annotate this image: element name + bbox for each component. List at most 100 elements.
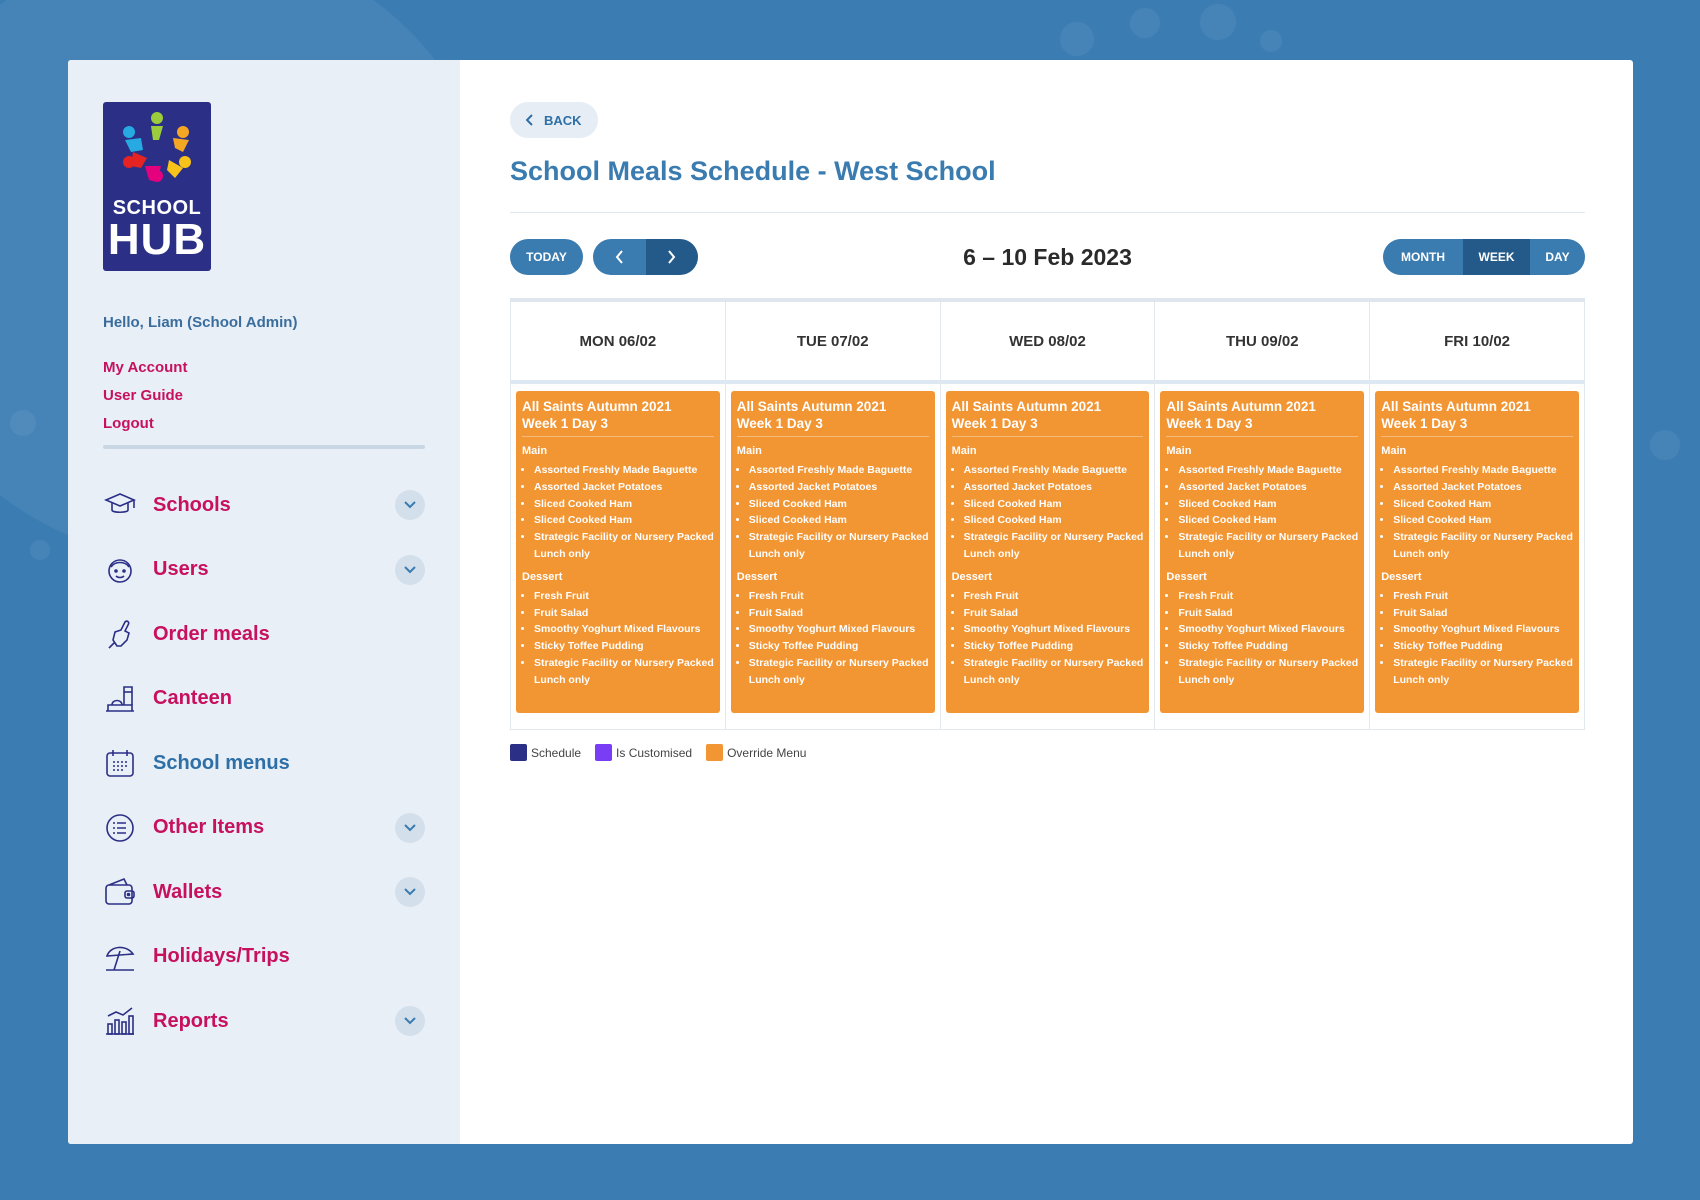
- legend-item: Override Menu: [706, 744, 806, 761]
- list-item: Strategic Facility or Nursery Packed Lun…: [749, 655, 929, 689]
- sidebar-item-school-menus[interactable]: School menus: [103, 731, 425, 796]
- list-item: Assorted Freshly Made Baguette: [964, 462, 1144, 479]
- next-button[interactable]: [645, 239, 698, 275]
- list-item: Assorted Jacket Potatoes: [749, 479, 929, 496]
- event-title: All Saints Autumn 2021 Week 1 Day 3: [1381, 398, 1573, 437]
- menu-event[interactable]: All Saints Autumn 2021 Week 1 Day 3 Main …: [730, 391, 935, 713]
- chevron-down-icon[interactable]: [395, 490, 425, 521]
- list-item: Smoothy Yoghurt Mixed Flavours: [534, 621, 714, 638]
- sidebar-item-other-items[interactable]: Other Items: [103, 796, 425, 861]
- logo-text-hub: HUB: [107, 215, 207, 264]
- prev-button[interactable]: [593, 239, 646, 275]
- sidebar-item-schools[interactable]: Schools: [103, 473, 425, 538]
- day-header: TUE 07/02: [725, 302, 940, 384]
- menu-event[interactable]: All Saints Autumn 2021 Week 1 Day 3 Main …: [516, 391, 720, 713]
- sidebar-item-label: Canteen: [153, 687, 232, 710]
- title-divider: [510, 212, 1585, 213]
- chevron-down-icon[interactable]: [395, 877, 425, 908]
- view-day-button[interactable]: DAY: [1530, 239, 1585, 275]
- hand-pointer-icon: [103, 617, 137, 651]
- sidebar-divider: [103, 445, 425, 449]
- main-nav: Schools Users Order meals Can: [103, 473, 425, 1054]
- list-item: Fruit Salad: [534, 605, 714, 622]
- sidebar-item-wallets[interactable]: Wallets: [103, 860, 425, 925]
- list-item: Assorted Freshly Made Baguette: [749, 462, 929, 479]
- section-heading: Main: [736, 445, 762, 457]
- sidebar-item-label: Reports: [153, 1009, 229, 1032]
- my-account-link[interactable]: My Account: [103, 359, 188, 376]
- event-title: All Saints Autumn 2021 Week 1 Day 3: [736, 398, 929, 437]
- back-label: BACK: [544, 112, 582, 128]
- date-nav-buttons: [593, 239, 698, 275]
- dessert-items-list: Fresh Fruit Fruit Salad Smoothy Yoghurt …: [522, 588, 714, 689]
- view-switcher: MONTH WEEK DAY: [1383, 239, 1585, 275]
- dessert-items-list: Fresh Fruit Fruit Salad Smoothy Yoghurt …: [952, 588, 1144, 689]
- sidebar-item-reports[interactable]: Reports: [103, 989, 425, 1054]
- list-item: Strategic Facility or Nursery Packed Lun…: [1393, 655, 1573, 689]
- main-items-list: Assorted Freshly Made Baguette Assorted …: [522, 462, 714, 563]
- school-hub-logo[interactable]: SCHOOL HUB: [103, 102, 211, 271]
- graduation-cap-icon: [103, 488, 137, 522]
- page-title: School Meals Schedule - West School: [510, 156, 996, 186]
- list-item: Fresh Fruit: [749, 588, 929, 605]
- logout-link[interactable]: Logout: [103, 415, 154, 432]
- day-column: TUE 07/02 All Saints Autumn 2021 Week 1 D…: [725, 302, 941, 729]
- chevron-down-icon[interactable]: [395, 812, 425, 843]
- main-content: BACK School Meals Schedule - West School…: [460, 60, 1633, 1144]
- sidebar-item-users[interactable]: Users: [103, 538, 425, 603]
- day-column: FRI 10/02 All Saints Autumn 2021 Week 1 D…: [1370, 302, 1584, 729]
- event-title: All Saints Autumn 2021 Week 1 Day 3: [1166, 398, 1359, 437]
- sidebar-item-order-meals[interactable]: Order meals: [103, 602, 425, 667]
- list-item: Fresh Fruit: [1393, 588, 1573, 605]
- legend-swatch: [706, 744, 724, 761]
- section-heading: Main: [1381, 445, 1407, 457]
- sidebar-item-label: Holidays/Trips: [153, 945, 290, 968]
- sidebar-item-canteen[interactable]: Canteen: [103, 667, 425, 732]
- section-heading: Dessert: [522, 570, 563, 583]
- day-column: THU 09/02 All Saints Autumn 2021 Week 1 D…: [1155, 302, 1371, 729]
- section-heading: Main: [1166, 445, 1192, 457]
- menu-event[interactable]: All Saints Autumn 2021 Week 1 Day 3 Main …: [945, 391, 1150, 713]
- list-item: Assorted Freshly Made Baguette: [534, 462, 714, 479]
- chevron-down-icon[interactable]: [395, 1006, 425, 1037]
- list-item: Fruit Salad: [964, 605, 1144, 622]
- logo-text-school: SCHOOL: [112, 197, 202, 219]
- main-items-list: Assorted Freshly Made Baguette Assorted …: [1166, 462, 1358, 563]
- list-item: Fruit Salad: [1393, 605, 1573, 622]
- sidebar-item-label: Users: [153, 558, 209, 581]
- legend-item: Is Customised: [595, 744, 692, 761]
- list-item: Sliced Cooked Ham: [1393, 496, 1573, 513]
- dessert-items-list: Fresh Fruit Fruit Salad Smoothy Yoghurt …: [737, 588, 929, 689]
- day-header: MON 06/02: [511, 302, 725, 384]
- legend-swatch: [510, 744, 527, 761]
- list-item: Sticky Toffee Pudding: [749, 638, 929, 655]
- list-item: Smoothy Yoghurt Mixed Flavours: [1178, 621, 1358, 638]
- list-item: Smoothy Yoghurt Mixed Flavours: [964, 621, 1144, 638]
- list-item: Sliced Cooked Ham: [1393, 512, 1573, 529]
- sidebar-item-label: Other Items: [153, 816, 265, 839]
- logo-figures-icon: [123, 112, 191, 182]
- week-grid: MON 06/02 All Saints Autumn 2021 Week 1 D…: [510, 302, 1585, 730]
- section-heading: Main: [522, 445, 548, 457]
- menu-event[interactable]: All Saints Autumn 2021 Week 1 Day 3 Main …: [1160, 391, 1365, 713]
- account-links: My Account User Guide Logout: [103, 359, 425, 432]
- menu-event[interactable]: All Saints Autumn 2021 Week 1 Day 3 Main …: [1375, 391, 1579, 713]
- today-button[interactable]: TODAY: [510, 239, 583, 275]
- list-item: Fresh Fruit: [964, 588, 1144, 605]
- section-heading: Dessert: [1381, 570, 1422, 583]
- view-week-button[interactable]: WEEK: [1463, 239, 1530, 275]
- list-item: Smoothy Yoghurt Mixed Flavours: [749, 621, 929, 638]
- legend-label: Is Customised: [616, 745, 693, 760]
- toolbar-divider: [510, 298, 1585, 302]
- list-item: Strategic Facility or Nursery Packed Lun…: [749, 529, 929, 563]
- chevron-down-icon[interactable]: [395, 554, 425, 585]
- chevron-left-icon: [615, 250, 623, 264]
- back-button[interactable]: BACK: [510, 102, 598, 138]
- list-item: Sliced Cooked Ham: [1178, 496, 1358, 513]
- list-item: Strategic Facility or Nursery Packed Lun…: [1178, 655, 1358, 689]
- list-item: Sliced Cooked Ham: [964, 512, 1144, 529]
- view-month-button[interactable]: MONTH: [1383, 239, 1463, 275]
- sidebar-item-holidays-trips[interactable]: Holidays/Trips: [103, 925, 425, 990]
- list-item: Strategic Facility or Nursery Packed Lun…: [1178, 529, 1358, 563]
- user-guide-link[interactable]: User Guide: [103, 387, 184, 404]
